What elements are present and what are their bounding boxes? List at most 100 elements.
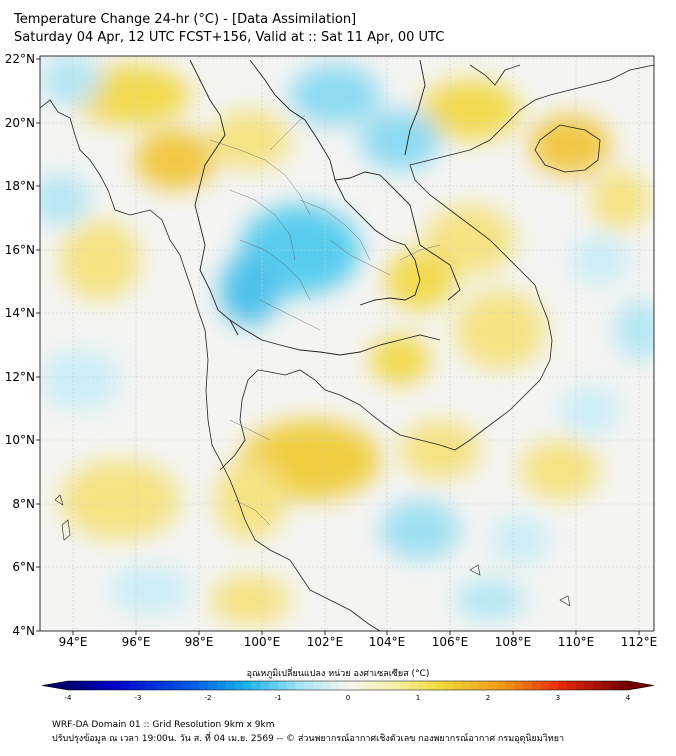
lon-label: 98°E [185,635,214,649]
lat-label: 20°N [5,116,35,130]
colorbar-segment [146,681,156,690]
colorbar-title: อุณหภูมิเปลี่ยนแปลง หน่วย องศาเซลเซียส (… [246,669,430,679]
plot-frame [39,55,655,632]
colorbar-segment [435,681,445,690]
colorbar-segment [566,681,576,690]
colorbar-segment [540,681,550,690]
lon-label: 94°E [59,635,88,649]
lat-label: 18°N [5,179,35,193]
lat-label: 8°N [12,497,35,511]
temperature-field [40,56,654,631]
colorbar-segment [243,681,253,690]
lat-label: 12°N [5,370,35,384]
colorbar-segment [68,681,78,690]
lon-label: 104°E [369,635,406,649]
colorbar-segment [304,681,314,690]
colorbar-tick-label: -1 [275,694,282,702]
colorbar-segment [601,681,611,690]
colorbar-segment [330,681,340,690]
colorbar-segment [313,681,323,690]
lon-label: 108°E [495,635,532,649]
colorbar-segment [278,681,288,690]
colorbar-segment [610,681,620,690]
colorbar-segment [155,681,165,690]
colorbar-tick-label: 3 [556,694,560,702]
colorbar-segment [138,681,148,690]
lat-axis [36,58,40,632]
islands [54,494,571,607]
colorbar-segment [461,681,471,690]
colorbar-segment [426,681,436,690]
colorbar-segment [409,681,419,690]
colorbar-segment [575,681,585,690]
colorbar-segment [260,681,270,690]
colorbar-segment [216,681,226,690]
colorbar-segment [523,681,533,690]
lat-label: 16°N [5,243,35,257]
colorbar-segment [199,681,209,690]
lat-label: 14°N [5,306,35,320]
colorbar-frame [41,680,655,691]
colorbar-segment [365,681,375,690]
colorbar-segment [479,681,489,690]
colorbar-segment [356,681,366,690]
colorbar-segment [286,681,296,690]
colorbar-segment [76,681,86,690]
colorbar-segment [173,681,183,690]
colorbar-tick-label: -4 [65,694,73,702]
lon-label: 106°E [432,635,469,649]
colorbar-tick-label: 2 [486,694,490,702]
lat-label: 22°N [5,52,35,66]
colorbar-segment [85,681,95,690]
colorbar-tick-label: -3 [135,694,142,702]
colorbar-segment [111,681,121,690]
colorbar-segment [391,681,401,690]
colorbar-segment [129,681,139,690]
country-borders [189,59,461,356]
colorbar-segment [584,681,594,690]
colorbar-segment [269,681,279,690]
footer-credit: ปรับปรุงข้อมูล ณ เวลา 19:00น. วัน ส. ที่… [52,734,565,744]
colorbar-segment [190,681,200,690]
lon-label: 110°E [558,635,595,649]
colorbar-segment [514,681,524,690]
colorbar-segment [374,681,384,690]
lon-label: 112°E [621,635,658,649]
lat-label: 6°N [12,560,35,574]
lon-label: 96°E [122,635,151,649]
lon-label: 102°E [307,635,344,649]
colorbar-extend-high [628,681,654,690]
colorbar-segment [321,681,331,690]
colorbar-segment [531,681,541,690]
colorbar-segment [339,681,349,690]
colorbar-segment [234,681,244,690]
colorbar-segment [400,681,410,690]
map-subtitle: Saturday 04 Apr, 12 UTC FCST+156, Valid … [14,30,445,45]
colorbar-tick-label: 4 [626,694,631,702]
colorbar-segment [470,681,480,690]
colorbar-segment [444,681,454,690]
colorbar-extend-low [42,681,68,690]
colorbar-segment [120,681,130,690]
lat-label: 10°N [5,433,35,447]
coastlines [40,64,654,631]
lon-label: 100°E [244,635,281,649]
colorbar-segment [593,681,603,690]
colorbar-segment [164,681,174,690]
colorbar-segment [496,681,506,690]
colorbar-segment [383,681,393,690]
colorbar-segment [103,681,113,690]
colorbar-segment [505,681,515,690]
colorbar-tick-label: 1 [416,694,420,702]
colorbar-segment [619,681,629,690]
colorbar-segment [225,681,235,690]
colorbar-segment [549,681,559,690]
colorbar-segment [181,681,191,690]
colorbar-tick-label: -2 [205,694,212,702]
colorbar-segment [208,681,218,690]
colorbar-segment [348,681,358,690]
colorbar-segment [558,681,568,690]
map-title: Temperature Change 24-hr (°C) - [Data As… [14,12,357,27]
lon-axis [72,631,640,635]
